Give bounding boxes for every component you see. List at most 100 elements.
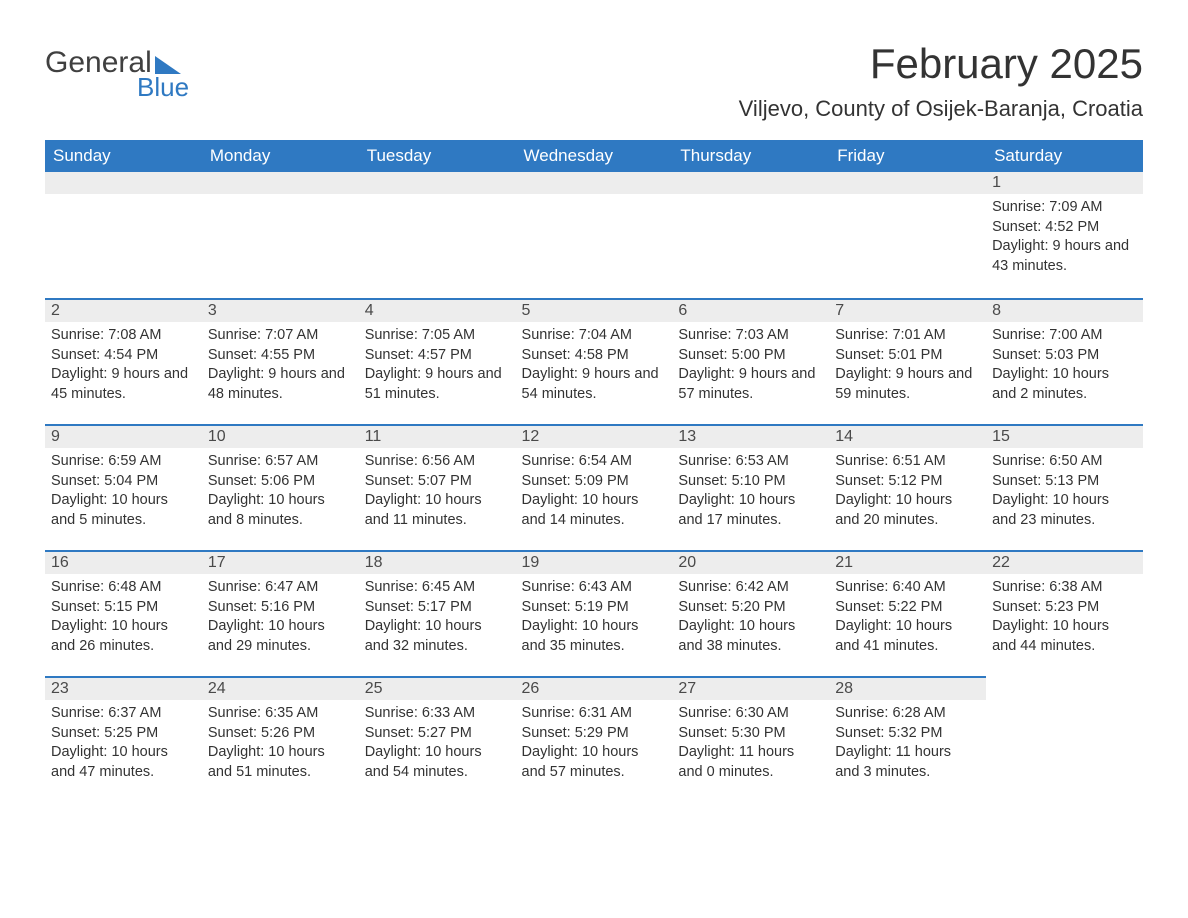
sunrise-line: Sunrise: 6:56 AM [365, 452, 508, 472]
day-number-bar: 9 [45, 424, 202, 448]
sunrise-label: Sunrise: [51, 579, 104, 595]
day-number-bar: 13 [672, 424, 829, 448]
sunrise-value: 7:03 AM [736, 327, 789, 343]
day-number-bar: 3 [202, 298, 359, 322]
day-number-bar: 15 [986, 424, 1143, 448]
day-details: Sunrise: 6:50 AMSunset: 5:13 PMDaylight:… [992, 452, 1135, 530]
sunset-line: Sunset: 5:00 PM [678, 346, 821, 366]
calendar-day-cell: 6Sunrise: 7:03 AMSunset: 5:00 PMDaylight… [672, 298, 829, 424]
day-details: Sunrise: 7:05 AMSunset: 4:57 PMDaylight:… [365, 326, 508, 404]
calendar-day-cell: 19Sunrise: 6:43 AMSunset: 5:19 PMDayligh… [516, 550, 673, 676]
daylight-label: Daylight: [835, 744, 891, 760]
calendar-day-cell: 3Sunrise: 7:07 AMSunset: 4:55 PMDaylight… [202, 298, 359, 424]
sunset-line: Sunset: 5:06 PM [208, 472, 351, 492]
sunset-value: 5:22 PM [888, 599, 942, 615]
day-details: Sunrise: 7:01 AMSunset: 5:01 PMDaylight:… [835, 326, 978, 404]
sunset-label: Sunset: [208, 599, 257, 615]
daylight-label: Daylight: [208, 366, 264, 382]
sunset-line: Sunset: 5:07 PM [365, 472, 508, 492]
sunrise-label: Sunrise: [678, 327, 731, 343]
day-details: Sunrise: 6:57 AMSunset: 5:06 PMDaylight:… [208, 452, 351, 530]
day-number-bar: 20 [672, 550, 829, 574]
sunset-line: Sunset: 5:27 PM [365, 724, 508, 744]
sunset-value: 5:09 PM [575, 473, 629, 489]
sunrise-value: 6:37 AM [108, 705, 161, 721]
sunset-label: Sunset: [208, 347, 257, 363]
sunrise-line: Sunrise: 7:09 AM [992, 198, 1135, 218]
daylight-label: Daylight: [365, 366, 421, 382]
page-header: General Blue February 2025 Viljevo, Coun… [45, 40, 1143, 122]
sunrise-label: Sunrise: [678, 579, 731, 595]
daylight-label: Daylight: [51, 618, 107, 634]
day-details: Sunrise: 6:59 AMSunset: 5:04 PMDaylight:… [51, 452, 194, 530]
calendar-day-cell: 5Sunrise: 7:04 AMSunset: 4:58 PMDaylight… [516, 298, 673, 424]
sunset-value: 4:54 PM [104, 347, 158, 363]
sunrise-line: Sunrise: 6:48 AM [51, 578, 194, 598]
day-details: Sunrise: 6:37 AMSunset: 5:25 PMDaylight:… [51, 704, 194, 782]
sunrise-line: Sunrise: 7:00 AM [992, 326, 1135, 346]
day-details: Sunrise: 6:47 AMSunset: 5:16 PMDaylight:… [208, 578, 351, 656]
sunset-line: Sunset: 5:16 PM [208, 598, 351, 618]
sunset-line: Sunset: 5:09 PM [522, 472, 665, 492]
daylight-line: Daylight: 10 hours and 2 minutes. [992, 365, 1135, 404]
calendar-empty-cell [829, 172, 986, 298]
daylight-line: Daylight: 10 hours and 51 minutes. [208, 743, 351, 782]
sunrise-label: Sunrise: [835, 579, 888, 595]
calendar-week-row: 1Sunrise: 7:09 AMSunset: 4:52 PMDaylight… [45, 172, 1143, 298]
day-number-bar [516, 172, 673, 194]
sunset-value: 5:03 PM [1045, 347, 1099, 363]
day-number-bar: 12 [516, 424, 673, 448]
sunset-line: Sunset: 5:15 PM [51, 598, 194, 618]
calendar-table: SundayMondayTuesdayWednesdayThursdayFrid… [45, 140, 1143, 802]
logo-triangle-icon [155, 50, 181, 80]
daylight-label: Daylight: [208, 618, 264, 634]
day-number-bar [202, 172, 359, 194]
sunset-label: Sunset: [835, 599, 884, 615]
sunset-line: Sunset: 5:19 PM [522, 598, 665, 618]
sunset-line: Sunset: 5:12 PM [835, 472, 978, 492]
sunrise-value: 6:48 AM [108, 579, 161, 595]
sunset-label: Sunset: [992, 347, 1041, 363]
sunrise-value: 6:45 AM [422, 579, 475, 595]
sunset-line: Sunset: 5:26 PM [208, 724, 351, 744]
sunrise-line: Sunrise: 7:01 AM [835, 326, 978, 346]
calendar-day-cell: 24Sunrise: 6:35 AMSunset: 5:26 PMDayligh… [202, 676, 359, 802]
sunrise-label: Sunrise: [835, 453, 888, 469]
sunrise-label: Sunrise: [365, 453, 418, 469]
calendar-day-cell: 18Sunrise: 6:45 AMSunset: 5:17 PMDayligh… [359, 550, 516, 676]
calendar-day-cell: 12Sunrise: 6:54 AMSunset: 5:09 PMDayligh… [516, 424, 673, 550]
daylight-line: Daylight: 9 hours and 57 minutes. [678, 365, 821, 404]
sunrise-line: Sunrise: 6:37 AM [51, 704, 194, 724]
sunrise-label: Sunrise: [208, 579, 261, 595]
sunrise-line: Sunrise: 6:28 AM [835, 704, 978, 724]
sunrise-label: Sunrise: [678, 453, 731, 469]
sunrise-line: Sunrise: 6:31 AM [522, 704, 665, 724]
sunrise-line: Sunrise: 6:51 AM [835, 452, 978, 472]
sunrise-value: 6:30 AM [736, 705, 789, 721]
sunset-label: Sunset: [835, 725, 884, 741]
daylight-line: Daylight: 10 hours and 23 minutes. [992, 491, 1135, 530]
calendar-day-cell: 17Sunrise: 6:47 AMSunset: 5:16 PMDayligh… [202, 550, 359, 676]
sunset-line: Sunset: 5:30 PM [678, 724, 821, 744]
daylight-label: Daylight: [835, 366, 891, 382]
daylight-label: Daylight: [51, 744, 107, 760]
sunset-line: Sunset: 5:17 PM [365, 598, 508, 618]
sunset-label: Sunset: [522, 725, 571, 741]
sunset-value: 5:01 PM [888, 347, 942, 363]
calendar-body: 1Sunrise: 7:09 AMSunset: 4:52 PMDaylight… [45, 172, 1143, 802]
sunset-line: Sunset: 5:01 PM [835, 346, 978, 366]
sunrise-label: Sunrise: [522, 579, 575, 595]
sunrise-value: 7:04 AM [579, 327, 632, 343]
calendar-day-cell: 23Sunrise: 6:37 AMSunset: 5:25 PMDayligh… [45, 676, 202, 802]
day-details: Sunrise: 7:08 AMSunset: 4:54 PMDaylight:… [51, 326, 194, 404]
sunset-label: Sunset: [522, 473, 571, 489]
sunset-label: Sunset: [835, 473, 884, 489]
sunset-label: Sunset: [51, 347, 100, 363]
daylight-label: Daylight: [208, 744, 264, 760]
sunset-label: Sunset: [51, 725, 100, 741]
sunrise-label: Sunrise: [522, 705, 575, 721]
sunset-value: 5:27 PM [418, 725, 472, 741]
sunrise-value: 6:50 AM [1049, 453, 1102, 469]
sunrise-line: Sunrise: 6:45 AM [365, 578, 508, 598]
day-number-bar: 5 [516, 298, 673, 322]
